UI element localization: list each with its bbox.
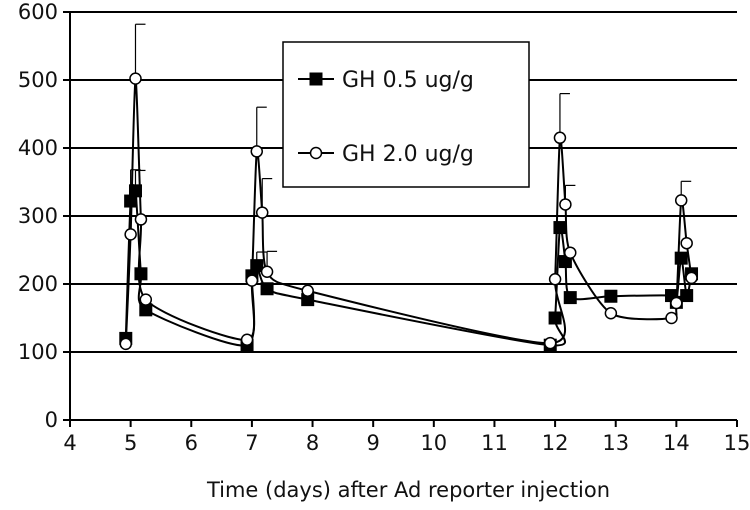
x-tick-label: 11 <box>481 431 508 455</box>
x-tick-label: 10 <box>420 431 447 455</box>
data-point <box>301 293 315 307</box>
data-point <box>543 336 557 350</box>
data-point <box>559 198 572 211</box>
x-tick-label: 14 <box>663 431 690 455</box>
data-point <box>670 296 683 310</box>
data-point <box>665 311 678 325</box>
data-point <box>250 145 264 158</box>
data-point <box>674 251 688 265</box>
legend-label: GH 2.0 ug/g <box>342 142 474 167</box>
y-tick-label: 500 <box>18 68 58 92</box>
data-point <box>301 284 314 298</box>
x-tick-label: 7 <box>245 431 258 455</box>
data-point <box>124 228 137 241</box>
data-point <box>563 291 577 305</box>
data-point <box>260 265 274 279</box>
data-point <box>604 289 618 303</box>
axes <box>63 11 738 427</box>
data-point <box>260 282 274 296</box>
y-tick-labels: 0 100 200 300 400 500 600 <box>18 0 58 432</box>
legend-box <box>282 41 530 188</box>
x-tick-label: 12 <box>542 431 569 455</box>
data-point <box>604 306 618 320</box>
data-point <box>240 333 254 347</box>
data-point <box>129 72 142 85</box>
data-point <box>139 303 153 317</box>
legend-marker-filled-square <box>309 72 323 86</box>
x-tick-labels: 4 5 6 7 8 9 10 11 12 13 14 15 <box>63 431 750 455</box>
data-point <box>548 272 562 286</box>
legend-label: GH 0.5 ug/g <box>342 68 474 93</box>
x-axis-title: Time (days) after Ad reporter injection <box>206 478 610 502</box>
data-point <box>119 337 133 351</box>
series-gh-0-5 <box>119 169 699 352</box>
legend-marker-shape <box>309 72 323 86</box>
series-gh-2-0 <box>119 23 698 351</box>
data-point <box>548 311 562 325</box>
data-point <box>564 246 577 259</box>
series-line <box>124 184 693 347</box>
legend-marker-shape <box>309 146 323 160</box>
legend-entry-gh-2-0: GH 2.0 ug/g <box>298 142 474 167</box>
x-tick-label: 4 <box>63 431 76 455</box>
y-tick-label: 400 <box>18 136 58 160</box>
x-tick-label: 8 <box>306 431 319 455</box>
data-point <box>680 289 694 303</box>
x-tick-label: 6 <box>185 431 198 455</box>
data-point <box>255 206 269 219</box>
data-point <box>685 271 698 285</box>
data-point <box>139 293 153 306</box>
data-point <box>245 274 259 287</box>
data-point <box>134 213 148 226</box>
legend: GH 0.5 ug/g GH 2.0 ug/g <box>282 41 530 188</box>
data-point <box>134 267 148 281</box>
data-point <box>674 194 688 207</box>
y-tick-label: 200 <box>18 272 58 296</box>
y-tick-label: 600 <box>18 0 58 24</box>
data-point <box>553 131 567 145</box>
data-point <box>553 221 567 235</box>
x-tick-label: 5 <box>124 431 137 455</box>
legend-entry-gh-0-5: GH 0.5 ug/g <box>298 68 474 93</box>
x-tick-label: 15 <box>724 431 750 455</box>
x-tick-label: 9 <box>366 431 379 455</box>
y-tick-label: 100 <box>18 340 58 364</box>
data-point <box>680 236 693 250</box>
legend-marker-open-circle <box>309 146 323 160</box>
y-tick-label: 300 <box>18 204 58 228</box>
y-tick-label: 0 <box>45 408 58 432</box>
series <box>119 23 699 352</box>
x-tick-label: 13 <box>602 431 629 455</box>
